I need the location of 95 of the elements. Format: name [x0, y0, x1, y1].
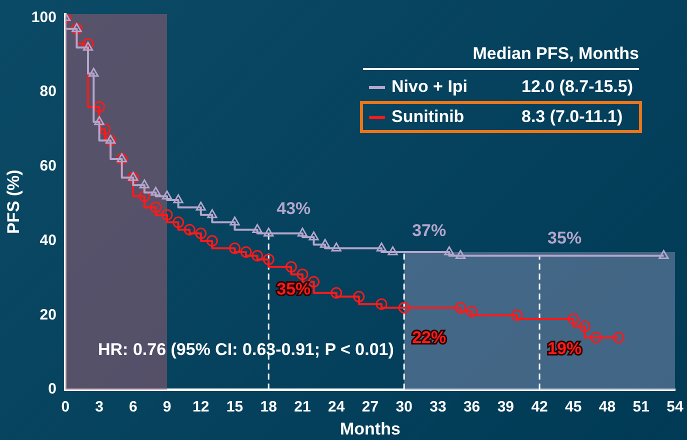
- point: [376, 298, 388, 310]
- x-tick-label: 12: [192, 398, 210, 416]
- point: [578, 320, 590, 332]
- point: [162, 190, 172, 200]
- point: [297, 228, 308, 237]
- point: [106, 134, 116, 144]
- x-tick-label: 36: [463, 398, 480, 416]
- point: [207, 209, 218, 218]
- point: [353, 290, 365, 302]
- x-tick-label: 33: [430, 398, 446, 416]
- point: [308, 231, 319, 240]
- point: [296, 268, 308, 280]
- legend-title: Median PFS, Months: [363, 44, 639, 70]
- point: [104, 134, 116, 146]
- point: [331, 242, 342, 252]
- point: [252, 250, 264, 262]
- x-tick-label: 6: [128, 398, 138, 416]
- x-tick-label: 30: [396, 398, 412, 416]
- point: [99, 124, 111, 136]
- y-tick-label: 80: [40, 83, 56, 100]
- annotation: 35%: [548, 228, 582, 248]
- point: [252, 224, 262, 233]
- annotation: 12.0 (8.7-15.5): [521, 77, 633, 97]
- point: [72, 23, 82, 32]
- point: [320, 238, 330, 248]
- x-axis-title: Months: [340, 419, 400, 438]
- point: [172, 216, 184, 228]
- x-tick-label: 9: [162, 398, 172, 416]
- x-tick-label: 42: [531, 398, 548, 416]
- point: [466, 306, 478, 318]
- point: [116, 153, 128, 165]
- point: [127, 172, 139, 184]
- point: [173, 194, 184, 204]
- x-tick-label: 21: [294, 398, 311, 416]
- point: [262, 254, 274, 266]
- x-tick-label: 0: [61, 398, 70, 416]
- point: [398, 302, 410, 314]
- point: [388, 246, 398, 256]
- point: [184, 224, 196, 236]
- point: [82, 42, 94, 51]
- annotation: 22%: [412, 328, 446, 347]
- point: [116, 153, 127, 162]
- point: [70, 23, 82, 35]
- point: [240, 246, 252, 258]
- annotation: 35%: [276, 280, 311, 299]
- x-tick-label: 54: [666, 398, 684, 416]
- point: [229, 242, 241, 254]
- point: [658, 250, 669, 259]
- point: [568, 313, 580, 325]
- point: [230, 216, 240, 226]
- annotation: HR: 0.76 (95% CI: 0.63-0.91; P < 0.01): [98, 340, 394, 360]
- y-tick-label: 60: [40, 158, 56, 175]
- point: [196, 202, 206, 211]
- legend-label: Sunitinib: [391, 107, 466, 127]
- point: [376, 242, 387, 252]
- point: [330, 287, 342, 299]
- x-tick-label: 24: [328, 398, 346, 416]
- point: [511, 309, 523, 321]
- legend-label: Nivo + Ipi: [391, 77, 469, 97]
- y-tick-label: 20: [40, 306, 56, 324]
- x-tick-label: 3: [95, 398, 104, 416]
- point: [454, 302, 466, 314]
- annotation: 43%: [276, 198, 311, 218]
- annotation: 19%: [548, 339, 582, 358]
- x-tick-label: 39: [497, 398, 514, 416]
- point: [94, 116, 104, 126]
- y-axis-title: PFS (%): [4, 170, 23, 234]
- x-tick-label: 51: [632, 398, 650, 416]
- point: [94, 101, 106, 113]
- y-tick-label: 0: [48, 380, 56, 398]
- point: [161, 209, 173, 221]
- y-tick-label: 100: [31, 8, 56, 26]
- point: [82, 38, 94, 50]
- point: [150, 202, 162, 214]
- point: [264, 228, 274, 237]
- point: [590, 332, 602, 344]
- point: [150, 186, 161, 196]
- point: [206, 235, 218, 247]
- point: [128, 172, 138, 181]
- x-tick-label: 27: [362, 398, 379, 416]
- point: [444, 246, 454, 256]
- y-tick-label: 40: [40, 232, 56, 249]
- x-tick-label: 48: [598, 398, 616, 416]
- x-tick-label: 18: [260, 398, 277, 416]
- annotation: 8.3 (7.0-11.1): [521, 107, 623, 127]
- x-tick-label: 15: [226, 398, 244, 416]
- point: [88, 68, 99, 77]
- point: [139, 179, 150, 188]
- point: [195, 228, 207, 240]
- point: [612, 332, 624, 344]
- point: [138, 190, 150, 202]
- annotation: 37%: [412, 221, 446, 240]
- point: [455, 250, 466, 259]
- point: [285, 261, 297, 273]
- x-tick-label: 45: [565, 398, 582, 416]
